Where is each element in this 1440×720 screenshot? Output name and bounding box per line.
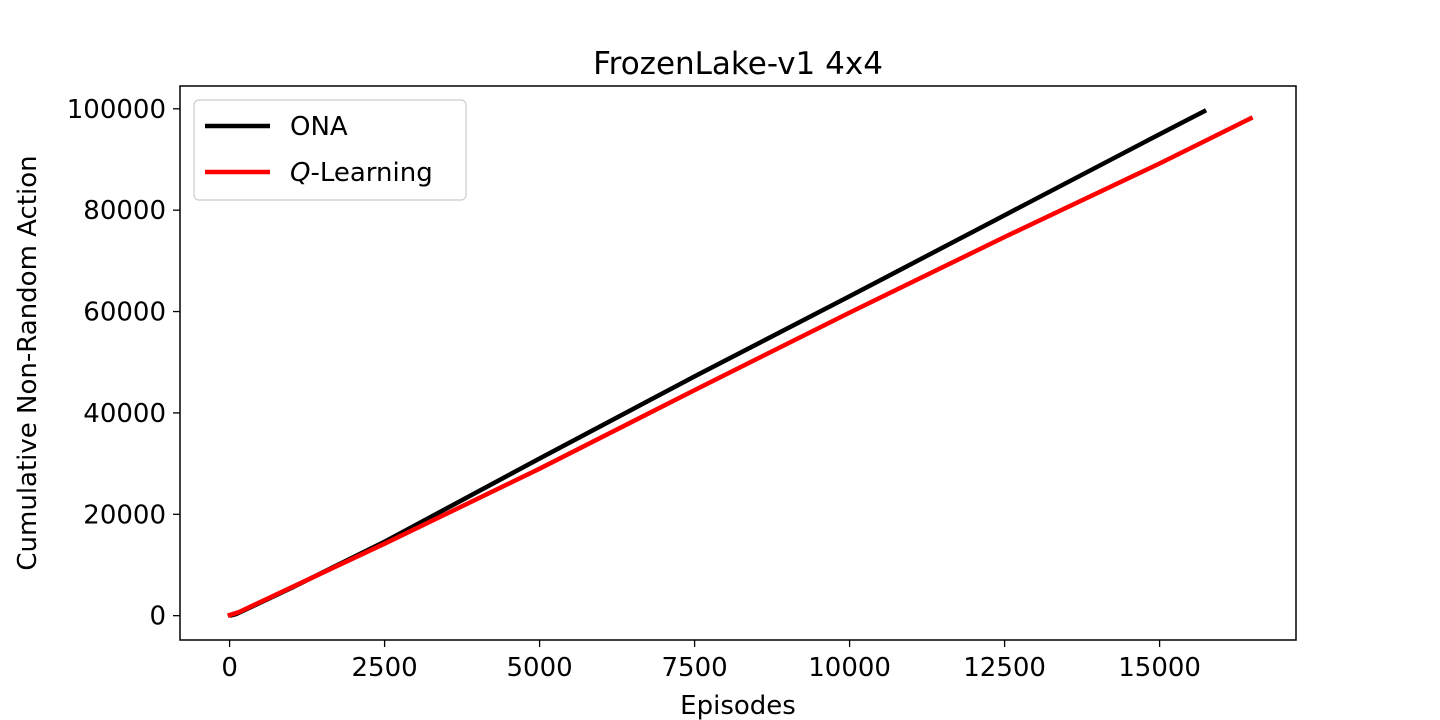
- y-tick-label: 0: [149, 602, 166, 632]
- y-tick-label: 60000: [83, 298, 166, 328]
- y-tick-label: 20000: [83, 500, 166, 530]
- legend-label-q-suffix: -Learning: [310, 158, 432, 188]
- y-tick-label: 80000: [83, 196, 166, 226]
- x-tick-label: 5000: [507, 653, 573, 683]
- x-tick-label: 7500: [662, 653, 728, 683]
- x-tick-label: 15000: [1118, 653, 1201, 683]
- legend-label-q-learning: Q-Learning: [290, 158, 433, 188]
- y-axis-label: Cumulative Non-Random Action: [13, 155, 43, 570]
- plot-frame: [179, 85, 1297, 641]
- x-tick-label: 0: [221, 653, 238, 683]
- series-line-q-learning: [227, 115, 1254, 618]
- legend-label-ona: ONA: [290, 112, 348, 142]
- legend-label-q-italic: Q: [290, 158, 310, 188]
- x-axis-label: Episodes: [680, 691, 796, 720]
- chart-title: FrozenLake-v1 4x4: [593, 46, 883, 82]
- x-tick-label: 10000: [808, 653, 891, 683]
- series-layer: [227, 108, 1254, 618]
- y-tick-label: 40000: [83, 399, 166, 429]
- legend: ONA Q-Learning: [193, 99, 467, 201]
- x-axis-ticks: 0 2500 5000 7500 10000 12500 15000: [221, 640, 1201, 683]
- y-axis-ticks: 0 20000 40000 60000 80000 100000: [67, 95, 180, 632]
- x-tick-label: 2500: [352, 653, 418, 683]
- y-tick-label: 100000: [67, 95, 166, 125]
- x-tick-label: 12500: [963, 653, 1046, 683]
